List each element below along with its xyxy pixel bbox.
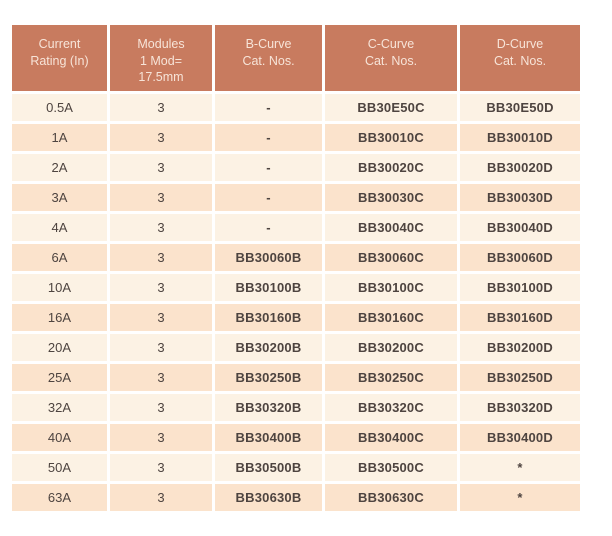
current-rating-cell: 3A <box>12 184 107 211</box>
c-curve-cell: BB30040C <box>325 214 457 241</box>
current-rating-cell: 6A <box>12 244 107 271</box>
c-curve-cell: BB30E50C <box>325 94 457 121</box>
d-curve-cell: BB30010D <box>460 124 580 151</box>
c-curve-cell: BB30030C <box>325 184 457 211</box>
b-curve-cell: - <box>215 94 322 121</box>
mcb-catalog-table: Current Rating (In) Modules 1 Mod= 17.5m… <box>9 22 583 514</box>
c-curve-cell: BB30100C <box>325 274 457 301</box>
b-curve-cell: BB30060B <box>215 244 322 271</box>
table-row: 0.5A 3- BB30E50C BB30E50D <box>12 94 580 121</box>
d-curve-cell: * <box>460 484 580 511</box>
modules-cell: 3 <box>110 154 212 181</box>
table-row: 1A 3- BB30010C BB30010D <box>12 124 580 151</box>
c-curve-cell: BB30020C <box>325 154 457 181</box>
table-row: 40A 3 BB30400B BB30400C BB30400D <box>12 424 580 451</box>
b-curve-cell: BB30500B <box>215 454 322 481</box>
modules-cell: 3 <box>110 94 212 121</box>
modules-cell: 3 <box>110 244 212 271</box>
d-curve-cell: BB30060D <box>460 244 580 271</box>
c-curve-cell: BB30010C <box>325 124 457 151</box>
current-rating-cell: 32A <box>12 394 107 421</box>
modules-cell: 3 <box>110 454 212 481</box>
b-curve-cell: - <box>215 214 322 241</box>
table-row: 16A 3 BB30160B BB30160C BB30160D <box>12 304 580 331</box>
d-curve-cell: BB30200D <box>460 334 580 361</box>
d-curve-cell: BB30E50D <box>460 94 580 121</box>
b-curve-cell: BB30160B <box>215 304 322 331</box>
b-curve-cell: BB30250B <box>215 364 322 391</box>
header-row: Current Rating (In) Modules 1 Mod= 17.5m… <box>12 25 580 91</box>
d-curve-cell: * <box>460 454 580 481</box>
current-rating-cell: 20A <box>12 334 107 361</box>
c-curve-cell: BB30320C <box>325 394 457 421</box>
table-row: 10A 3 BB30100B BB30100C BB30100D <box>12 274 580 301</box>
current-rating-cell: 2A <box>12 154 107 181</box>
current-rating-cell: 1A <box>12 124 107 151</box>
table-row: 63A 3 BB30630B BB30630C * <box>12 484 580 511</box>
current-rating-cell: 63A <box>12 484 107 511</box>
table-body: 0.5A 3- BB30E50C BB30E50D 1A 3- BB30010C BB3001… <box>12 94 580 511</box>
c-curve-cell: BB30400C <box>325 424 457 451</box>
d-curve-cell: BB30020D <box>460 154 580 181</box>
c-curve-cell: BB30060C <box>325 244 457 271</box>
d-curve-cell: BB30100D <box>460 274 580 301</box>
b-curve-cell: BB30320B <box>215 394 322 421</box>
d-curve-cell: BB30160D <box>460 304 580 331</box>
d-curve-cell: BB30250D <box>460 364 580 391</box>
modules-cell: 3 <box>110 184 212 211</box>
b-curve-cell: BB30100B <box>215 274 322 301</box>
table-row: 4A 3- BB30040C BB30040D <box>12 214 580 241</box>
column-header-c-curve: C-Curve Cat. Nos. <box>325 25 457 91</box>
modules-cell: 3 <box>110 394 212 421</box>
current-rating-cell: 0.5A <box>12 94 107 121</box>
b-curve-cell: BB30630B <box>215 484 322 511</box>
table-row: 6A 3 BB30060B BB30060C BB30060D <box>12 244 580 271</box>
current-rating-cell: 50A <box>12 454 107 481</box>
d-curve-cell: BB30400D <box>460 424 580 451</box>
current-rating-cell: 10A <box>12 274 107 301</box>
b-curve-cell: - <box>215 124 322 151</box>
modules-cell: 3 <box>110 214 212 241</box>
modules-cell: 3 <box>110 304 212 331</box>
modules-cell: 3 <box>110 484 212 511</box>
modules-cell: 3 <box>110 274 212 301</box>
d-curve-cell: BB30040D <box>460 214 580 241</box>
b-curve-cell: BB30200B <box>215 334 322 361</box>
column-header-modules: Modules 1 Mod= 17.5mm <box>110 25 212 91</box>
current-rating-cell: 4A <box>12 214 107 241</box>
c-curve-cell: BB30200C <box>325 334 457 361</box>
d-curve-cell: BB30030D <box>460 184 580 211</box>
table-row: 2A 3- BB30020C BB30020D <box>12 154 580 181</box>
table-row: 3A 3- BB30030C BB30030D <box>12 184 580 211</box>
modules-cell: 3 <box>110 334 212 361</box>
d-curve-cell: BB30320D <box>460 394 580 421</box>
column-header-current-rating: Current Rating (In) <box>12 25 107 91</box>
modules-cell: 3 <box>110 124 212 151</box>
b-curve-cell: - <box>215 154 322 181</box>
table-row: 50A 3 BB30500B BB30500C * <box>12 454 580 481</box>
column-header-d-curve: D-Curve Cat. Nos. <box>460 25 580 91</box>
current-rating-cell: 40A <box>12 424 107 451</box>
column-header-b-curve: B-Curve Cat. Nos. <box>215 25 322 91</box>
b-curve-cell: - <box>215 184 322 211</box>
c-curve-cell: BB30160C <box>325 304 457 331</box>
c-curve-cell: BB30630C <box>325 484 457 511</box>
b-curve-cell: BB30400B <box>215 424 322 451</box>
modules-cell: 3 <box>110 364 212 391</box>
modules-cell: 3 <box>110 424 212 451</box>
c-curve-cell: BB30250C <box>325 364 457 391</box>
table-row: 25A 3 BB30250B BB30250C BB30250D <box>12 364 580 391</box>
current-rating-cell: 16A <box>12 304 107 331</box>
current-rating-cell: 25A <box>12 364 107 391</box>
table-row: 20A 3 BB30200B BB30200C BB30200D <box>12 334 580 361</box>
c-curve-cell: BB30500C <box>325 454 457 481</box>
table-row: 32A 3 BB30320B BB30320C BB30320D <box>12 394 580 421</box>
